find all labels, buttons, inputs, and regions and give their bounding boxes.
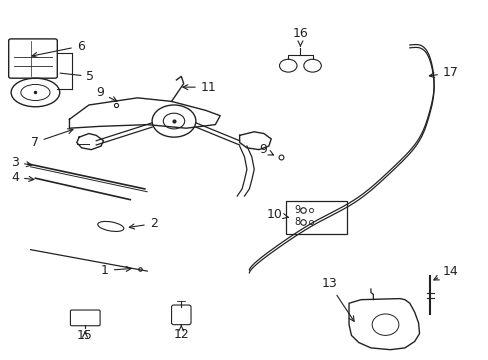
- Text: 6: 6: [32, 40, 84, 57]
- Text: 15: 15: [77, 329, 93, 342]
- Text: 4: 4: [11, 171, 34, 184]
- Text: 10: 10: [266, 207, 287, 221]
- Text: 14: 14: [433, 265, 458, 280]
- Text: 12: 12: [173, 325, 189, 341]
- Text: 2: 2: [129, 217, 157, 230]
- Text: 13: 13: [321, 277, 353, 321]
- Text: 11: 11: [183, 81, 216, 94]
- Text: 9: 9: [96, 86, 117, 101]
- FancyBboxPatch shape: [285, 202, 346, 234]
- Text: 1: 1: [101, 264, 131, 277]
- Text: 3: 3: [11, 156, 31, 169]
- Text: 17: 17: [428, 66, 458, 80]
- Text: 7: 7: [30, 129, 73, 149]
- Text: 9: 9: [259, 143, 273, 156]
- Text: 9: 9: [294, 205, 300, 215]
- Text: 5: 5: [60, 70, 94, 83]
- Text: 8: 8: [294, 217, 300, 227]
- Text: 16: 16: [292, 27, 307, 46]
